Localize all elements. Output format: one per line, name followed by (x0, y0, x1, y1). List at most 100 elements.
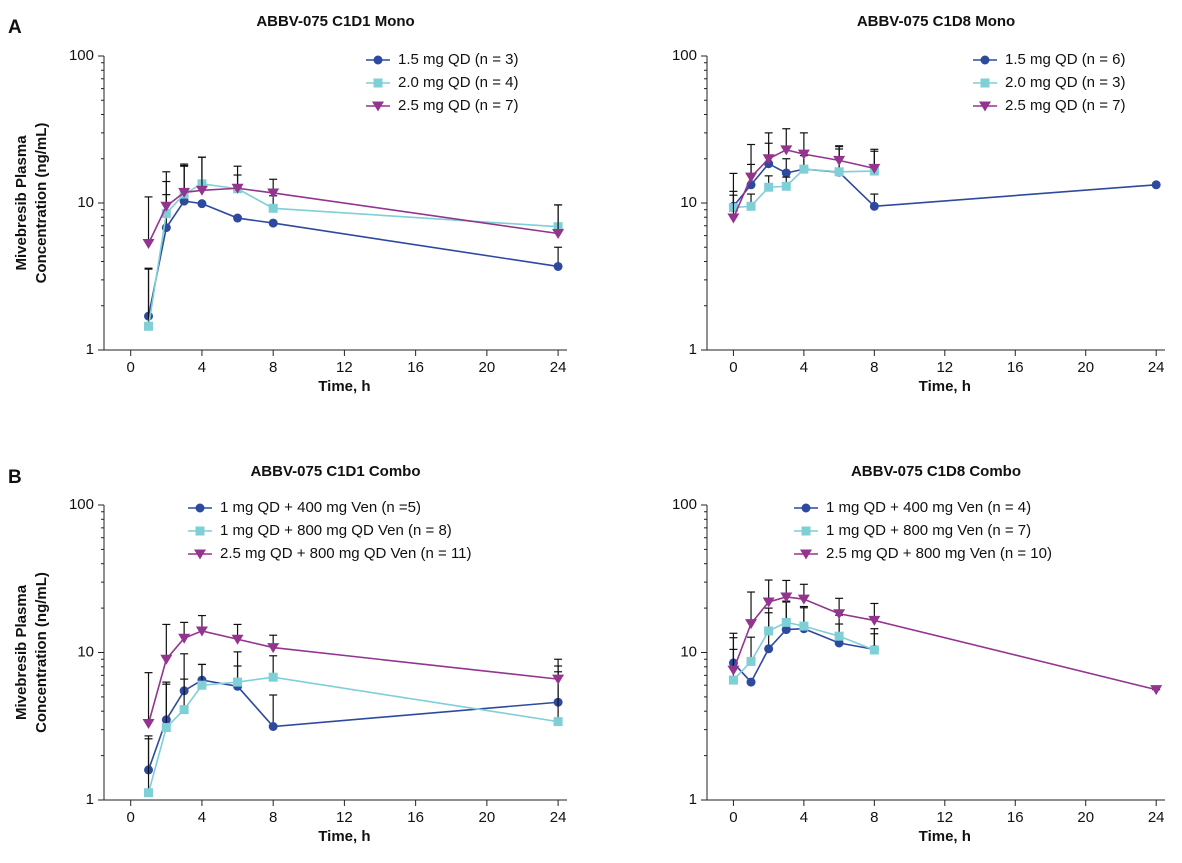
marker (142, 719, 155, 730)
y-axis-label: Concentration (ng/mL) (33, 572, 50, 733)
y-tick-label: 10 (77, 194, 94, 211)
marker (161, 208, 171, 218)
x-axis-label: Time, h (318, 378, 370, 395)
marker (268, 203, 278, 213)
y-tick-label: 100 (672, 496, 697, 513)
error-bar (144, 196, 153, 244)
y-axis-label: Mivebresib Plasma (13, 135, 30, 271)
marker (797, 594, 810, 605)
marker (195, 626, 208, 637)
marker (195, 185, 208, 196)
y-tick-label: 1 (689, 341, 697, 358)
x-tick-label: 0 (127, 359, 135, 376)
marker (980, 78, 990, 88)
marker (868, 163, 881, 174)
marker (160, 654, 173, 665)
marker (142, 239, 155, 250)
error-bar (729, 172, 738, 219)
chart-title: ABBV-075 C1D8 Mono (857, 13, 1015, 30)
marker (834, 631, 844, 641)
series-line (732, 596, 1157, 691)
y-axis-label: Concentration (ng/mL) (33, 123, 50, 284)
marker (781, 168, 791, 178)
marker (833, 155, 846, 166)
y-tick-label: 10 (680, 194, 697, 211)
x-tick-label: 8 (870, 809, 878, 826)
marker (745, 619, 758, 630)
legend-label: 1 mg QD + 400 mg Ven (n = 4) (826, 499, 1031, 516)
legend-label: 1 mg QD + 800 mg QD Ven (n = 8) (220, 522, 452, 539)
legend-label: 2.5 mg QD + 800 mg QD Ven (n = 11) (220, 545, 472, 562)
marker (780, 145, 793, 156)
y-tick-label: 1 (86, 341, 94, 358)
marker (746, 656, 756, 666)
y-tick-label: 100 (69, 47, 94, 64)
marker (194, 549, 206, 560)
marker (781, 181, 791, 191)
legend-label: 1 mg QD + 800 mg Ven (n = 7) (826, 522, 1031, 539)
error-bar (162, 623, 171, 660)
x-axis-label: Time, h (919, 378, 971, 395)
error-bar (162, 683, 171, 728)
marker (233, 213, 243, 223)
marker (746, 677, 756, 687)
x-tick-label: 20 (479, 809, 496, 826)
marker (979, 101, 991, 112)
error-bar (729, 637, 738, 671)
marker (727, 665, 740, 676)
error-bar (747, 143, 756, 178)
legend-label: 2.5 mg QD + 800 mg Ven (n = 10) (826, 545, 1052, 562)
y-tick-label: 1 (86, 791, 94, 808)
legend-label: 2.0 mg QD (n = 4) (398, 74, 518, 91)
x-tick-label: 8 (870, 359, 878, 376)
series-line (147, 183, 559, 327)
y-tick-label: 10 (680, 643, 697, 660)
marker (373, 78, 383, 88)
marker (745, 172, 758, 183)
error-bar (144, 735, 153, 793)
marker (869, 201, 879, 211)
marker (267, 188, 280, 199)
marker (801, 526, 811, 536)
x-tick-label: 16 (407, 359, 424, 376)
x-tick-label: 16 (407, 809, 424, 826)
error-bar (180, 678, 189, 710)
marker (553, 717, 563, 727)
marker (197, 199, 207, 209)
x-axis-label: Time, h (318, 828, 370, 845)
marker (144, 321, 154, 331)
legend-label: 1.5 mg QD (n = 6) (1005, 51, 1125, 68)
panel-label: A (8, 17, 22, 38)
y-tick-label: 100 (672, 47, 697, 64)
marker (799, 621, 809, 631)
legend-label: 2.5 mg QD (n = 7) (1005, 97, 1125, 114)
x-tick-label: 20 (1077, 359, 1094, 376)
series-line (147, 676, 559, 793)
marker (800, 549, 812, 560)
series-line (147, 630, 559, 724)
error-bar (233, 651, 242, 683)
legend-label: 2.5 mg QD (n = 7) (398, 97, 518, 114)
x-tick-label: 24 (1148, 809, 1165, 826)
x-tick-label: 16 (1007, 809, 1024, 826)
marker (267, 643, 280, 654)
x-tick-label: 12 (336, 809, 353, 826)
marker (801, 503, 811, 513)
marker (728, 675, 738, 685)
x-tick-label: 0 (127, 809, 135, 826)
x-tick-label: 0 (729, 359, 737, 376)
marker (746, 201, 756, 211)
chart-title: ABBV-075 C1D8 Combo (851, 463, 1021, 480)
chart-title: ABBV-075 C1D1 Mono (256, 13, 414, 30)
marker (161, 723, 171, 733)
marker (797, 149, 810, 160)
marker (179, 196, 189, 206)
y-tick-label: 1 (689, 791, 697, 808)
x-tick-label: 0 (729, 809, 737, 826)
marker (179, 705, 189, 715)
marker (781, 617, 791, 627)
x-tick-label: 16 (1007, 359, 1024, 376)
error-bar (180, 163, 189, 193)
marker (372, 101, 384, 112)
marker (144, 788, 154, 798)
